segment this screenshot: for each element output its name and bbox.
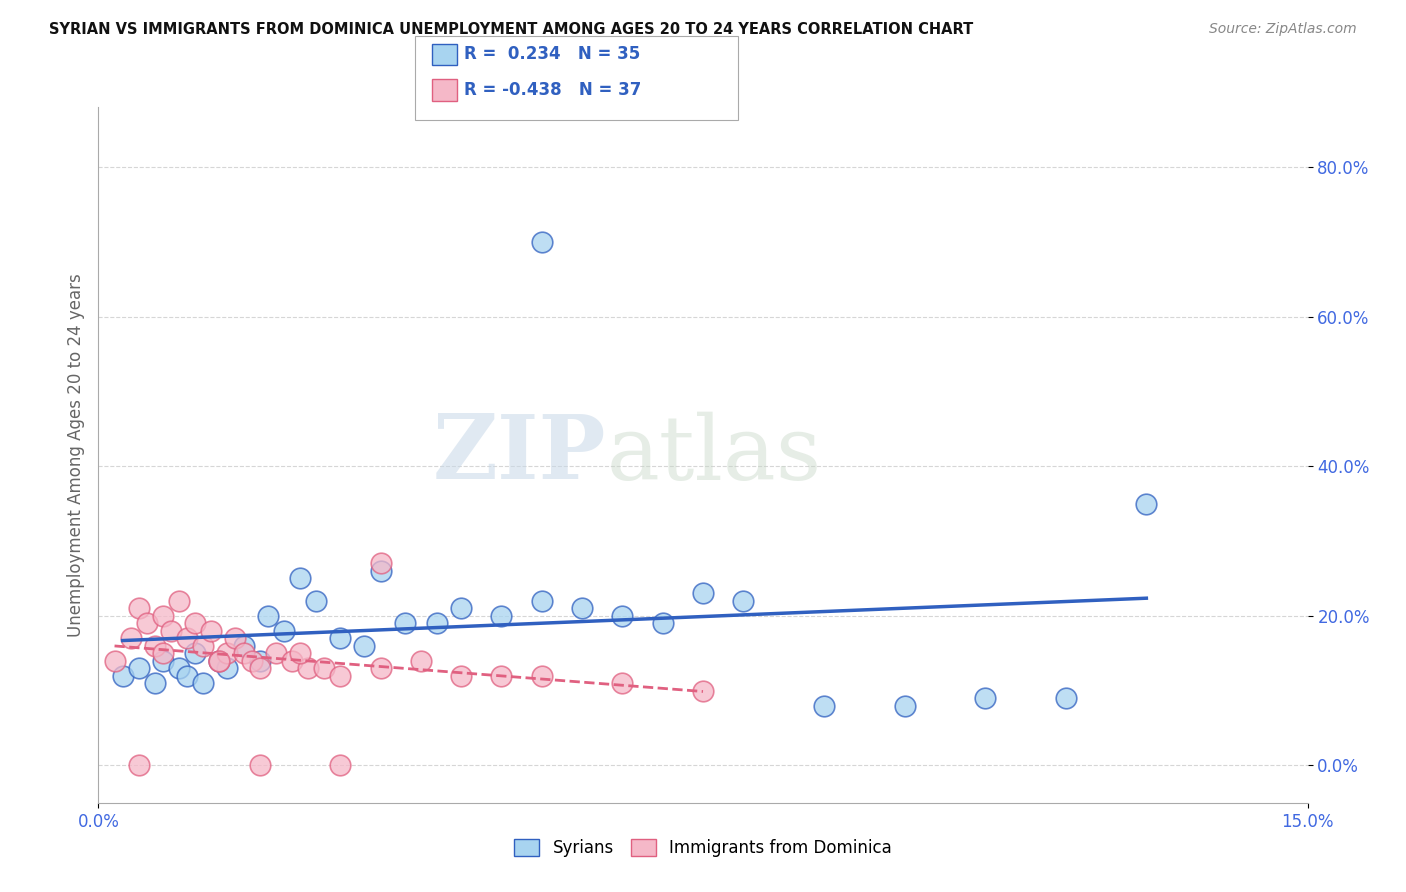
Point: [450, 601, 472, 615]
Point: [208, 654, 231, 668]
Point: [208, 654, 231, 668]
Point: [329, 668, 352, 682]
Point: [249, 654, 271, 668]
Point: [813, 698, 835, 713]
Text: SYRIAN VS IMMIGRANTS FROM DOMINICA UNEMPLOYMENT AMONG AGES 20 TO 24 YEARS CORREL: SYRIAN VS IMMIGRANTS FROM DOMINICA UNEMP…: [49, 22, 973, 37]
Point: [184, 646, 207, 660]
Point: [297, 661, 319, 675]
Point: [530, 235, 553, 249]
Point: [491, 608, 513, 623]
Point: [232, 646, 254, 660]
Y-axis label: Unemployment Among Ages 20 to 24 years: Unemployment Among Ages 20 to 24 years: [66, 273, 84, 637]
Point: [974, 691, 997, 706]
Point: [160, 624, 183, 638]
Point: [1054, 691, 1077, 706]
Point: [120, 631, 142, 645]
Point: [305, 594, 328, 608]
Point: [128, 758, 150, 772]
Point: [249, 661, 271, 675]
Point: [329, 758, 352, 772]
Point: [224, 631, 246, 645]
Point: [450, 668, 472, 682]
Point: [491, 668, 513, 682]
Point: [370, 564, 392, 578]
Point: [152, 608, 174, 623]
Point: [128, 661, 150, 675]
Text: R =  0.234   N = 35: R = 0.234 N = 35: [464, 45, 640, 63]
Point: [273, 624, 295, 638]
Legend: Syrians, Immigrants from Dominica: Syrians, Immigrants from Dominica: [508, 832, 898, 864]
Point: [612, 608, 634, 623]
Point: [288, 646, 311, 660]
Point: [217, 661, 239, 675]
Point: [530, 594, 553, 608]
Point: [184, 616, 207, 631]
Point: [193, 639, 215, 653]
Point: [571, 601, 593, 615]
Point: [370, 661, 392, 675]
Point: [103, 654, 125, 668]
Point: [1135, 497, 1157, 511]
Text: Source: ZipAtlas.com: Source: ZipAtlas.com: [1209, 22, 1357, 37]
Point: [692, 586, 714, 600]
Point: [232, 639, 254, 653]
Point: [329, 631, 352, 645]
Point: [176, 668, 198, 682]
Point: [143, 676, 166, 690]
Point: [217, 646, 239, 660]
Text: atlas: atlas: [606, 411, 821, 499]
Point: [288, 571, 311, 585]
Point: [135, 616, 157, 631]
Point: [314, 661, 336, 675]
Point: [249, 758, 271, 772]
Point: [193, 676, 215, 690]
Point: [264, 646, 287, 660]
Point: [409, 654, 432, 668]
Point: [651, 616, 673, 631]
Point: [353, 639, 375, 653]
Point: [167, 661, 190, 675]
Point: [200, 624, 222, 638]
Point: [152, 646, 174, 660]
Point: [128, 601, 150, 615]
Point: [240, 654, 263, 668]
Point: [111, 668, 134, 682]
Point: [256, 608, 278, 623]
Point: [370, 557, 392, 571]
Point: [176, 631, 198, 645]
Point: [394, 616, 416, 631]
Point: [893, 698, 915, 713]
Point: [167, 594, 190, 608]
Text: R = -0.438   N = 37: R = -0.438 N = 37: [464, 81, 641, 99]
Point: [143, 639, 166, 653]
Point: [426, 616, 449, 631]
Point: [530, 668, 553, 682]
Point: [208, 654, 231, 668]
Point: [733, 594, 755, 608]
Point: [612, 676, 634, 690]
Point: [692, 683, 714, 698]
Point: [152, 654, 174, 668]
Text: ZIP: ZIP: [433, 411, 606, 499]
Point: [281, 654, 304, 668]
